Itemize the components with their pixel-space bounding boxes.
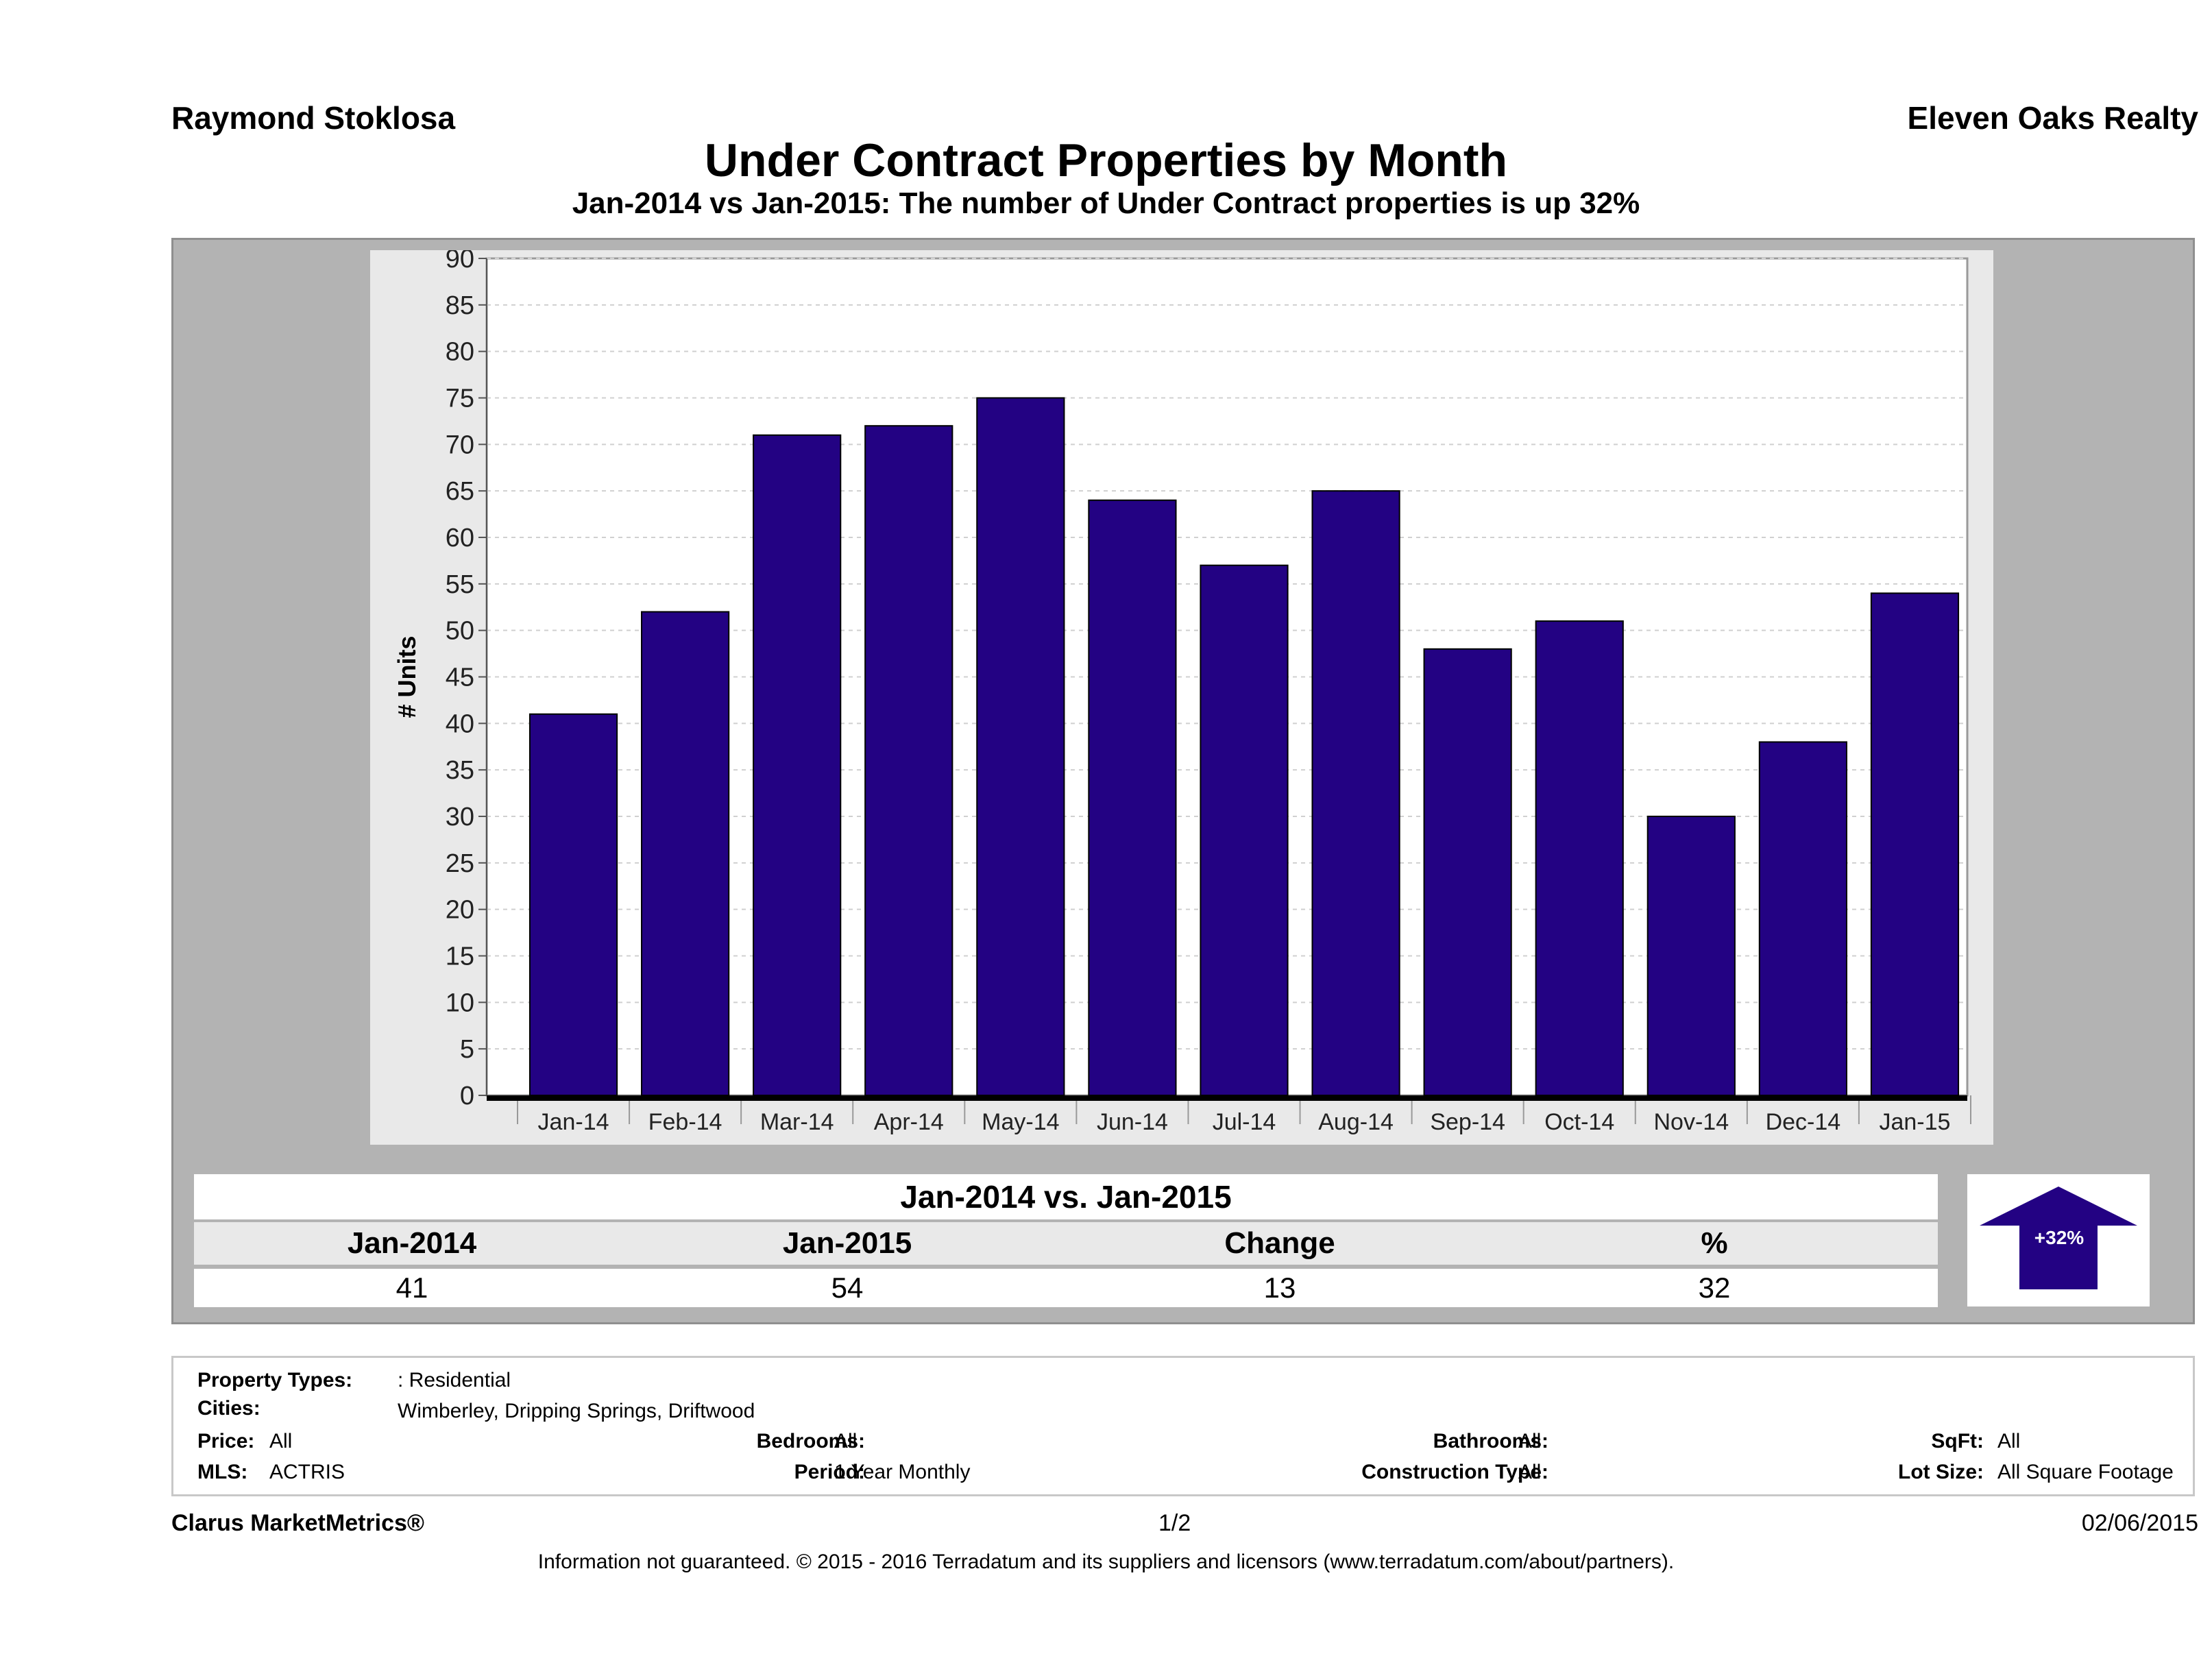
- bar-jan-14: [528, 713, 618, 1096]
- up-arrow-icon: [1980, 1187, 2137, 1289]
- bar-dec-14: [1758, 741, 1847, 1096]
- x-tick-label: Mar-14: [760, 1109, 834, 1135]
- x-tick-label: Jan-15: [1879, 1109, 1950, 1135]
- mls-label: MLS:: [197, 1461, 248, 1483]
- y-tick-label: 25: [446, 849, 474, 878]
- y-tick-label: 30: [446, 803, 474, 831]
- y-tick-label: 45: [446, 664, 474, 692]
- y-tick-label: 50: [446, 617, 474, 646]
- footer-brand: Clarus MarketMetrics®: [171, 1510, 424, 1536]
- y-tick-label: 65: [446, 477, 474, 506]
- summary-heading: Jan-2014 vs. Jan-2015: [194, 1174, 1938, 1219]
- cities-label: Cities:: [197, 1397, 260, 1420]
- bathrooms-value: All: [1518, 1430, 1542, 1452]
- summary-label-change: Change: [1224, 1226, 1335, 1260]
- change-badge-label: +32%: [2034, 1227, 2085, 1248]
- bedrooms-label: Bedrooms:: [756, 1430, 865, 1452]
- lot-size-value: All Square Footage: [1997, 1461, 2174, 1483]
- cities-value: Wimberley, Dripping Springs, Driftwood: [398, 1400, 755, 1422]
- summary-label-percent: %: [1701, 1226, 1728, 1260]
- lot-size-label: Lot Size:: [1898, 1461, 1984, 1483]
- y-tick-label: 55: [446, 570, 474, 599]
- bar-oct-14: [1535, 620, 1624, 1096]
- y-tick-label: 0: [460, 1082, 474, 1110]
- x-tick-label: Aug-14: [1318, 1109, 1394, 1135]
- summary-value-percent: 32: [1698, 1272, 1731, 1304]
- agent-name: Raymond Stoklosa: [171, 100, 456, 136]
- period-value: 1 Year Monthly: [834, 1461, 971, 1483]
- report-date: 02/06/2015: [2081, 1510, 2198, 1536]
- bar-aug-14: [1311, 490, 1400, 1096]
- mls-value: ACTRIS: [269, 1461, 345, 1483]
- x-tick-label: Apr-14: [874, 1109, 944, 1135]
- bathrooms-label: Bathrooms:: [1433, 1430, 1548, 1452]
- brokerage-name: Eleven Oaks Realty: [1907, 100, 2198, 136]
- y-tick-label: 75: [446, 385, 474, 413]
- bar-mar-14: [753, 434, 842, 1096]
- construction-type-label: Construction Type:: [1361, 1461, 1548, 1483]
- price-value: All: [269, 1430, 293, 1452]
- property-types-value: : Residential: [398, 1369, 511, 1391]
- y-tick-label: 80: [446, 338, 474, 367]
- summary-value-change: 13: [1263, 1272, 1296, 1304]
- sqft-value: All: [1997, 1430, 2021, 1452]
- x-tick-label: Jun-14: [1097, 1109, 1168, 1135]
- y-tick-label: 35: [446, 756, 474, 785]
- y-tick-label: 70: [446, 430, 474, 459]
- disclaimer: Information not guaranteed. © 2015 - 201…: [537, 1551, 1675, 1573]
- x-tick-label: Sep-14: [1430, 1109, 1505, 1135]
- y-tick-label: 85: [446, 291, 474, 320]
- y-axis-label: # Units: [393, 635, 421, 718]
- chart-title: Under Contract Properties by Month: [704, 134, 1508, 186]
- y-tick-label: 15: [446, 943, 474, 971]
- bar-jun-14: [1088, 499, 1177, 1096]
- y-tick-label: 90: [446, 250, 474, 273]
- bar-sep-14: [1423, 648, 1512, 1096]
- page-number: 1/2: [1158, 1510, 1191, 1536]
- x-tick-label: Dec-14: [1766, 1109, 1841, 1135]
- x-tick-label: Nov-14: [1654, 1109, 1729, 1135]
- bar-apr-14: [864, 425, 953, 1096]
- bar-chart: 0 5 10 15 20 25 30 35 40 45 50 55 60 65 70 75 80 85 90 # Un…: [393, 250, 1971, 1135]
- summary-labels-row: Jan-2014 Jan-2015 Change %: [194, 1222, 1938, 1265]
- x-tick-label: Oct-14: [1544, 1109, 1614, 1135]
- bedrooms-value: All: [834, 1430, 858, 1452]
- bar-feb-14: [641, 611, 730, 1096]
- x-tick-label: Jan-14: [538, 1109, 609, 1135]
- bar-jan-15: [1870, 592, 1960, 1096]
- bar-may-14: [976, 397, 1065, 1096]
- y-tick-label: 5: [460, 1035, 474, 1064]
- price-label: Price:: [197, 1430, 255, 1452]
- sqft-label: SqFt:: [1931, 1430, 1984, 1452]
- bar-nov-14: [1646, 816, 1736, 1096]
- x-tick-label: May-14: [982, 1109, 1059, 1135]
- chart-subtitle: Jan-2014 vs Jan-2015: The number of Unde…: [572, 186, 1640, 220]
- construction-type-value: All: [1518, 1461, 1542, 1483]
- bar-jul-14: [1200, 564, 1289, 1096]
- summary-value-jan2014: 41: [396, 1272, 428, 1304]
- summary-label-jan2014: Jan-2014: [347, 1226, 477, 1260]
- summary-label-jan2015: Jan-2015: [782, 1226, 912, 1260]
- x-tick-label: Feb-14: [648, 1109, 722, 1135]
- y-tick-label: 20: [446, 896, 474, 925]
- period-label: Period:: [794, 1461, 865, 1483]
- x-tick-label: Jul-14: [1213, 1109, 1276, 1135]
- summary-values-row: 41 54 13 32: [194, 1269, 1938, 1307]
- y-tick-label: 40: [446, 709, 474, 738]
- filter-info-box: Property Types: : Residential Cities: Wi…: [171, 1356, 2195, 1496]
- y-tick-label: 10: [446, 988, 474, 1017]
- summary-value-jan2015: 54: [831, 1272, 864, 1304]
- y-tick-label: 60: [446, 524, 474, 552]
- property-types-label: Property Types:: [197, 1369, 353, 1391]
